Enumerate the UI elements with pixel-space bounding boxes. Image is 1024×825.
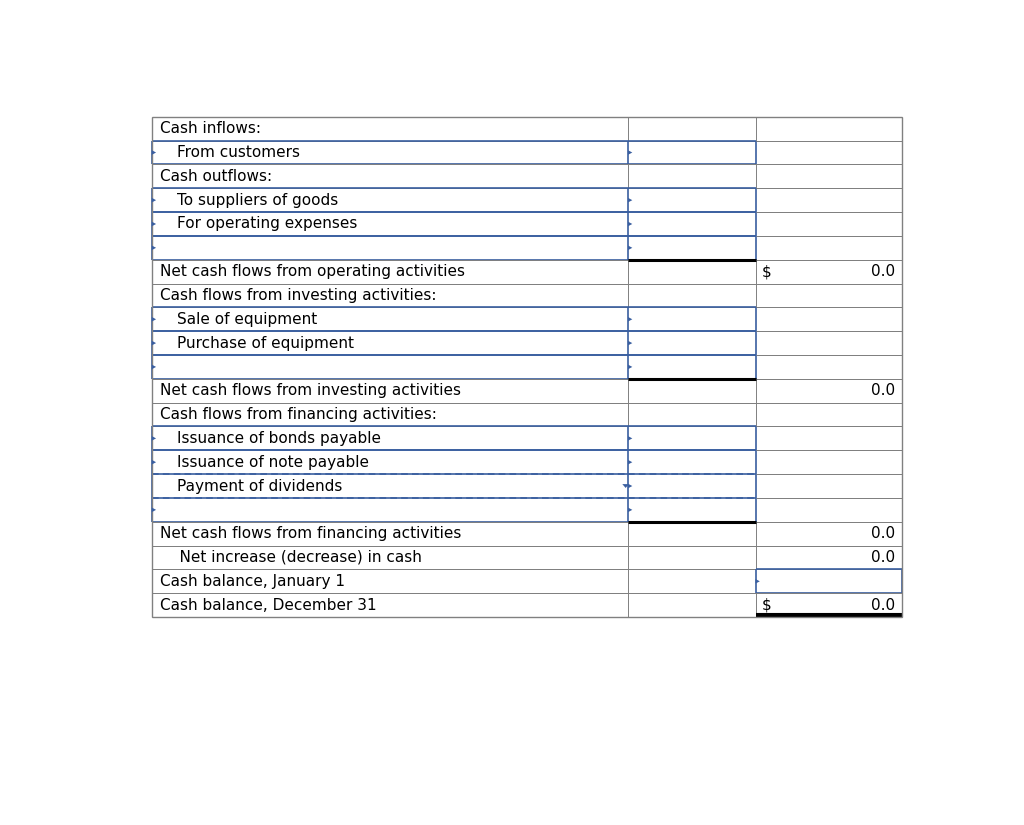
Polygon shape [628,246,632,250]
Text: For operating expenses: For operating expenses [177,216,357,232]
Text: Cash balance, December 31: Cash balance, December 31 [160,597,377,613]
Text: 0.0: 0.0 [871,264,895,279]
Polygon shape [628,222,632,226]
Text: $: $ [762,264,772,279]
Polygon shape [623,484,629,488]
Polygon shape [152,317,156,322]
Text: 0.0: 0.0 [871,550,895,565]
Text: 0.0: 0.0 [871,384,895,398]
Text: Net cash flows from investing activities: Net cash flows from investing activities [160,384,461,398]
Polygon shape [152,222,156,226]
Polygon shape [628,198,632,202]
Polygon shape [628,460,632,464]
Polygon shape [756,579,760,583]
Text: $: $ [762,597,772,613]
Text: Cash flows from investing activities:: Cash flows from investing activities: [160,288,436,303]
Text: Purchase of equipment: Purchase of equipment [177,336,354,351]
Text: Cash outflows:: Cash outflows: [160,169,271,184]
Polygon shape [628,365,632,370]
Text: Payment of dividends: Payment of dividends [177,478,343,493]
Text: Cash inflows:: Cash inflows: [160,121,261,136]
Polygon shape [628,436,632,441]
Text: Net cash flows from operating activities: Net cash flows from operating activities [160,264,465,279]
Polygon shape [152,507,156,512]
Polygon shape [152,150,156,155]
Polygon shape [628,483,632,488]
Text: Sale of equipment: Sale of equipment [177,312,317,327]
Text: 0.0: 0.0 [871,526,895,541]
Polygon shape [152,365,156,370]
Text: 0.0: 0.0 [871,597,895,613]
Text: Issuance of bonds payable: Issuance of bonds payable [177,431,381,446]
Polygon shape [628,150,632,155]
Polygon shape [152,341,156,346]
Text: Issuance of note payable: Issuance of note payable [177,455,370,469]
Polygon shape [152,460,156,464]
Text: Cash balance, January 1: Cash balance, January 1 [160,574,345,589]
Polygon shape [152,246,156,250]
Text: From customers: From customers [177,145,300,160]
Polygon shape [628,507,632,512]
Text: Net increase (decrease) in cash: Net increase (decrease) in cash [160,550,422,565]
Text: Net cash flows from financing activities: Net cash flows from financing activities [160,526,461,541]
Polygon shape [628,317,632,322]
Polygon shape [152,198,156,202]
Polygon shape [152,436,156,441]
Text: Cash flows from financing activities:: Cash flows from financing activities: [160,407,436,422]
Polygon shape [628,341,632,346]
Text: To suppliers of goods: To suppliers of goods [177,193,339,208]
